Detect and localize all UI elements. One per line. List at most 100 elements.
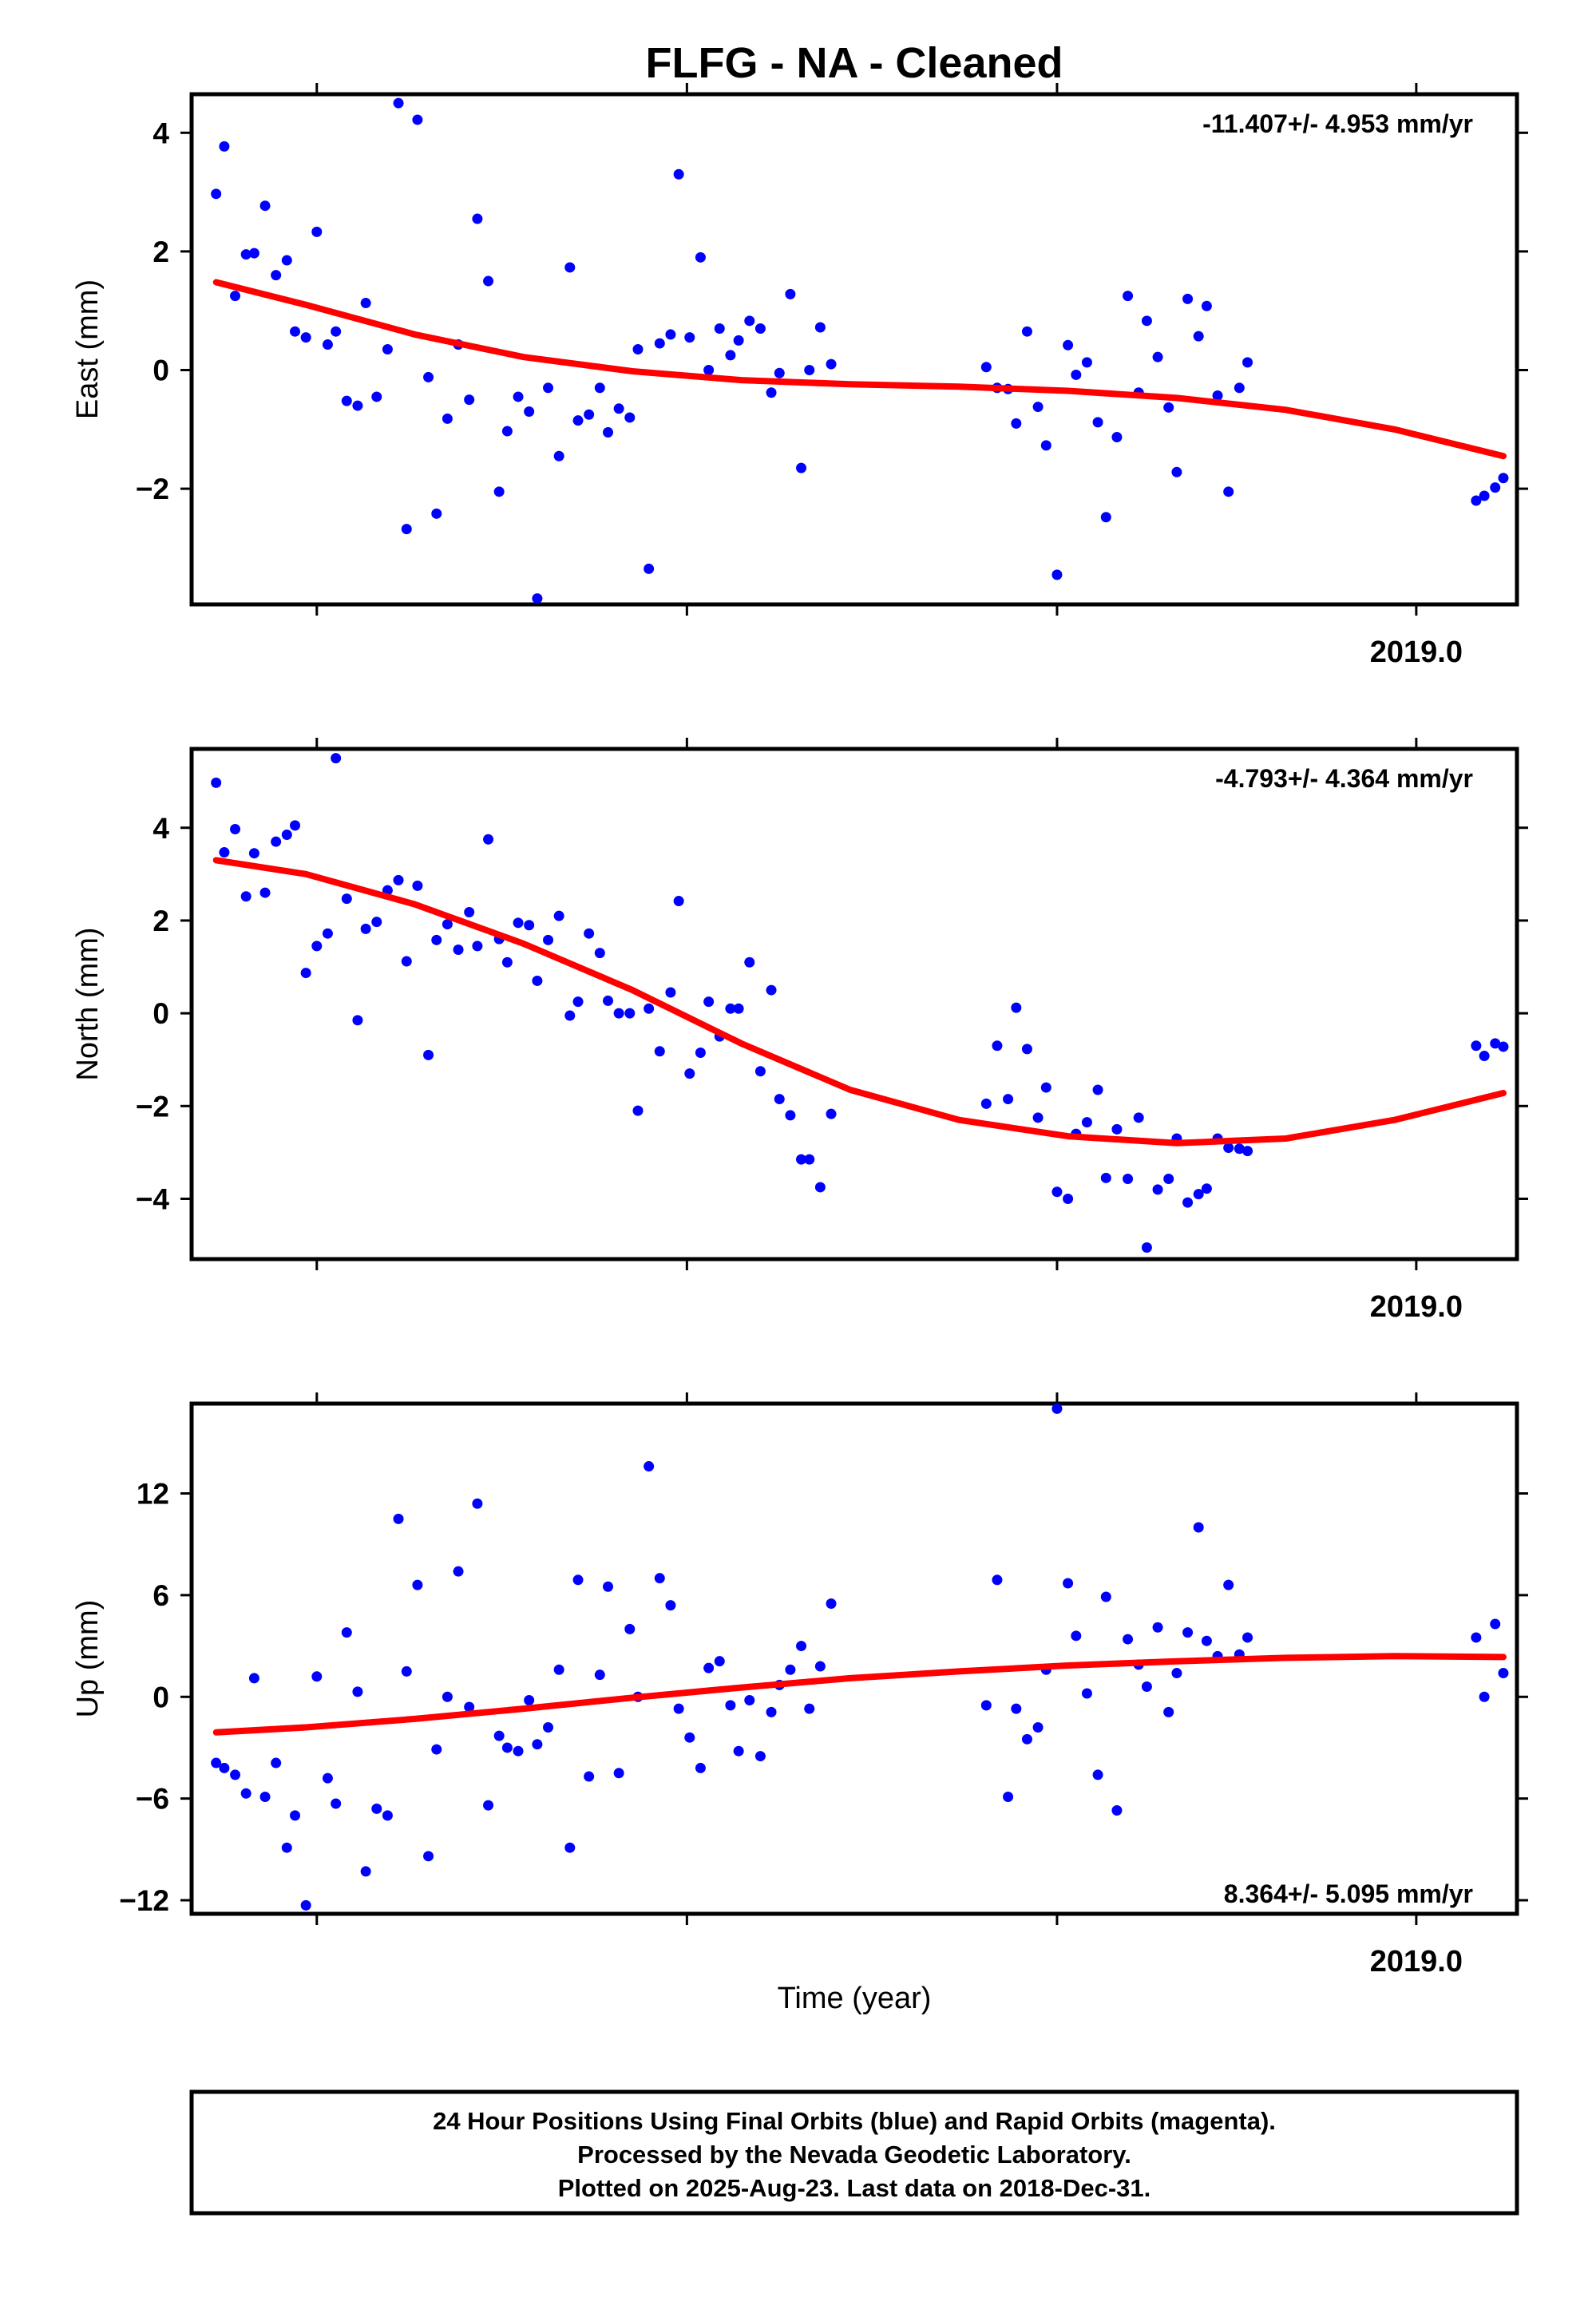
data-point [1111,1805,1123,1816]
data-point [281,1842,292,1853]
data-point [744,957,755,968]
data-point [733,1745,744,1757]
data-point [300,968,311,979]
data-point [501,426,513,437]
data-point [300,1899,311,1911]
data-point [654,1046,665,1057]
data-point [733,1003,744,1014]
y-axis-label: Up (mm) [71,1600,105,1718]
data-point [412,114,423,125]
data-point [1003,1792,1014,1803]
data-point [714,323,725,334]
data-point [624,1008,636,1019]
data-point [464,906,475,917]
data-point [1123,291,1134,302]
y-tick-label: 12 [137,1478,169,1511]
data-point [572,1574,584,1586]
plot-frame [189,747,1519,1261]
data-point [464,394,475,406]
x-axis-label: Time (year) [778,1982,932,2015]
plot-frame [189,92,1519,607]
data-point [1223,1143,1234,1154]
data-point [684,1732,695,1743]
data-point [1193,1522,1204,1533]
data-point [1040,1082,1051,1093]
data-point [796,1641,807,1652]
data-point [766,984,777,996]
data-point [513,391,524,402]
data-point [673,1703,684,1714]
data-point [980,362,992,373]
data-point [665,329,676,340]
panels: −2 0 2 4 2019.0 East (mm) -11.407+/- 4.953 mm/… [71,83,1528,1978]
data-point [644,563,655,574]
data-point [219,847,230,858]
data-point [393,874,404,885]
data-point [1100,1591,1111,1602]
data-point [744,315,755,327]
data-point [1182,293,1194,304]
data-point [493,486,505,497]
data-point [632,1105,644,1116]
y-axis-label: East (mm) [71,279,105,419]
data-point [1021,1733,1032,1745]
data-point [240,1788,251,1799]
x-year-label: 2019.0 [1370,1945,1463,1978]
data-point [594,1669,605,1681]
panel-3: −12 −6 0 6 12 2019.0 Up (mm) 8.364+/- 5.095 mm/… [71,1392,1528,1978]
data-point [543,1721,554,1733]
data-point [1032,1721,1044,1733]
data-point [785,1110,796,1121]
y-tick-label: 4 [152,117,169,149]
data-point [371,917,382,928]
data-point [804,1154,815,1165]
data-point [423,371,434,382]
data-point [401,956,412,967]
data-point [774,367,785,378]
data-point [1163,1706,1174,1717]
data-point [513,1745,524,1757]
data-point [341,395,352,406]
data-point [341,1627,352,1638]
data-point [483,834,494,845]
y-axis-label: North (mm) [71,927,105,1080]
data-point [754,323,766,334]
data-point [464,1701,475,1713]
data-point [532,975,543,986]
chart-title: FLFG - NA - Cleaned [646,39,1063,87]
data-point [1498,473,1509,484]
data-point [382,1810,393,1821]
data-layer [211,753,1509,1253]
data-point [695,1762,706,1773]
data-point [1100,1172,1111,1183]
y-tick-label: −2 [136,1090,169,1123]
panel-2: −4 −2 0 2 4 2019.0 North (mm) -4.793+/- 4.364 m… [71,738,1528,1324]
data-point [1182,1197,1194,1208]
data-point [1163,1174,1174,1185]
data-point [1490,1618,1501,1630]
data-point [774,1094,785,1105]
data-point [532,1739,543,1750]
data-point [322,928,333,939]
data-point [1011,418,1022,429]
data-point [1223,486,1234,497]
data-point [584,1771,595,1782]
data-point [442,1691,453,1702]
data-point [543,934,554,945]
x-year-label: 2019.0 [1370,1290,1463,1324]
data-point [543,382,554,394]
data-point [513,917,524,929]
data-point [613,1008,624,1019]
data-point [673,168,684,180]
data-point [992,1574,1003,1586]
footer-line-1: 24 Hour Positions Using Final Orbits (bl… [433,2107,1276,2135]
data-point [804,365,815,376]
rate-label: -11.407+/- 4.953 mm/yr [1202,109,1473,138]
data-point [341,893,352,905]
data-point [1081,1688,1092,1699]
data-point [1234,382,1245,394]
data-point [1498,1041,1509,1052]
data-point [271,836,282,847]
data-point [382,344,393,354]
